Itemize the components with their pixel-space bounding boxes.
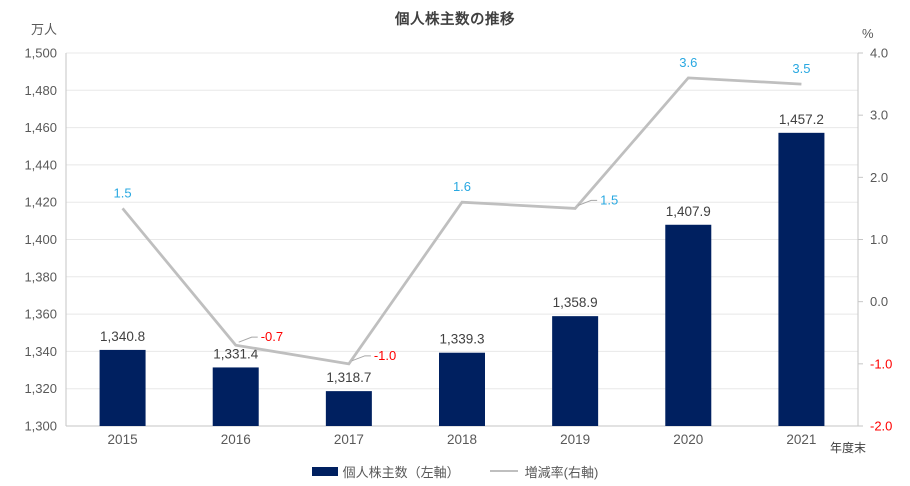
left-axis-tick-label: 1,380 [24, 269, 57, 284]
left-axis-tick-label: 1,320 [24, 381, 57, 396]
right-axis-tick-label: 0.0 [870, 294, 888, 309]
right-axis-tick-label: 2.0 [870, 170, 888, 185]
x-axis-tick-label: 2017 [334, 432, 364, 447]
legend-line-label: 増減率(右軸) [524, 464, 599, 480]
bar-2021 [778, 132, 825, 426]
bar-value-label: 1,340.8 [100, 329, 145, 344]
left-axis-tick-label: 1,360 [24, 307, 57, 322]
right-axis-tick-label: -1.0 [870, 356, 892, 371]
bar-2019 [552, 316, 599, 426]
left-axis-tick-label: 1,400 [24, 232, 57, 247]
legend-bar-swatch-icon [311, 466, 338, 476]
left-axis-tick-label: 1,440 [24, 157, 57, 172]
line-value-label: -0.7 [261, 329, 283, 344]
line-value-label: 1.5 [600, 192, 618, 207]
left-axis-tick-label: 1,340 [24, 344, 57, 359]
right-axis-tick-label: 3.0 [870, 108, 888, 123]
right-axis-tick-label: -2.0 [870, 419, 892, 434]
line-value-label: 1.6 [453, 179, 471, 194]
left-axis-tick-label: 1,460 [24, 120, 57, 135]
bar-2015 [99, 349, 146, 426]
x-axis-tick-label: 2016 [221, 432, 251, 447]
left-axis-tick-label: 1,420 [24, 195, 57, 210]
x-axis-tick-label: 2021 [786, 432, 816, 447]
x-axis-tick-label: 2019 [560, 432, 590, 447]
legend: 個人株主数（左軸） 増減率(右軸) [0, 462, 910, 480]
left-axis-tick-label: 1,480 [24, 83, 57, 98]
line-value-label: 1.5 [114, 185, 132, 200]
bar-value-label: 1,318.7 [326, 370, 371, 385]
x-axis-tick-label: 2020 [673, 432, 703, 447]
left-axis-tick-label: 1,500 [24, 46, 57, 61]
bar-value-label: 1,457.2 [779, 112, 824, 127]
bar-value-label: 1,331.4 [213, 346, 259, 361]
label-leader-line [351, 355, 371, 362]
trend-line [121, 76, 802, 366]
label-leader-line [577, 199, 598, 206]
line-value-label: 3.5 [792, 61, 810, 76]
bar-2017 [325, 391, 372, 426]
label-leader-line [238, 336, 258, 343]
bar-2018 [439, 352, 485, 426]
bar-2016 [212, 367, 259, 426]
bar-value-label: 1,339.3 [439, 332, 484, 347]
legend-line-swatch-icon [489, 470, 518, 472]
chart-title: 個人株主数の推移 [395, 12, 515, 28]
x-axis-caption: 年度末 [830, 441, 867, 455]
left-axis-unit-label: 万人 [31, 22, 58, 37]
bar-value-label: 1,358.9 [553, 295, 598, 310]
line-value-label: -1.0 [374, 348, 396, 363]
line-value-label: 3.6 [679, 55, 697, 70]
bar-value-label: 1,407.9 [666, 204, 711, 219]
x-axis-tick-label: 2018 [447, 432, 477, 447]
x-axis-tick-label: 2015 [108, 432, 138, 447]
bar-2020 [665, 224, 712, 426]
legend-bar-label: 個人株主数（左軸） [342, 464, 460, 480]
right-axis-tick-label: 4.0 [870, 46, 888, 61]
right-axis-unit-label: % [862, 26, 874, 41]
right-axis-tick-label: 1.0 [870, 232, 888, 247]
left-axis-tick-label: 1,300 [24, 419, 57, 434]
